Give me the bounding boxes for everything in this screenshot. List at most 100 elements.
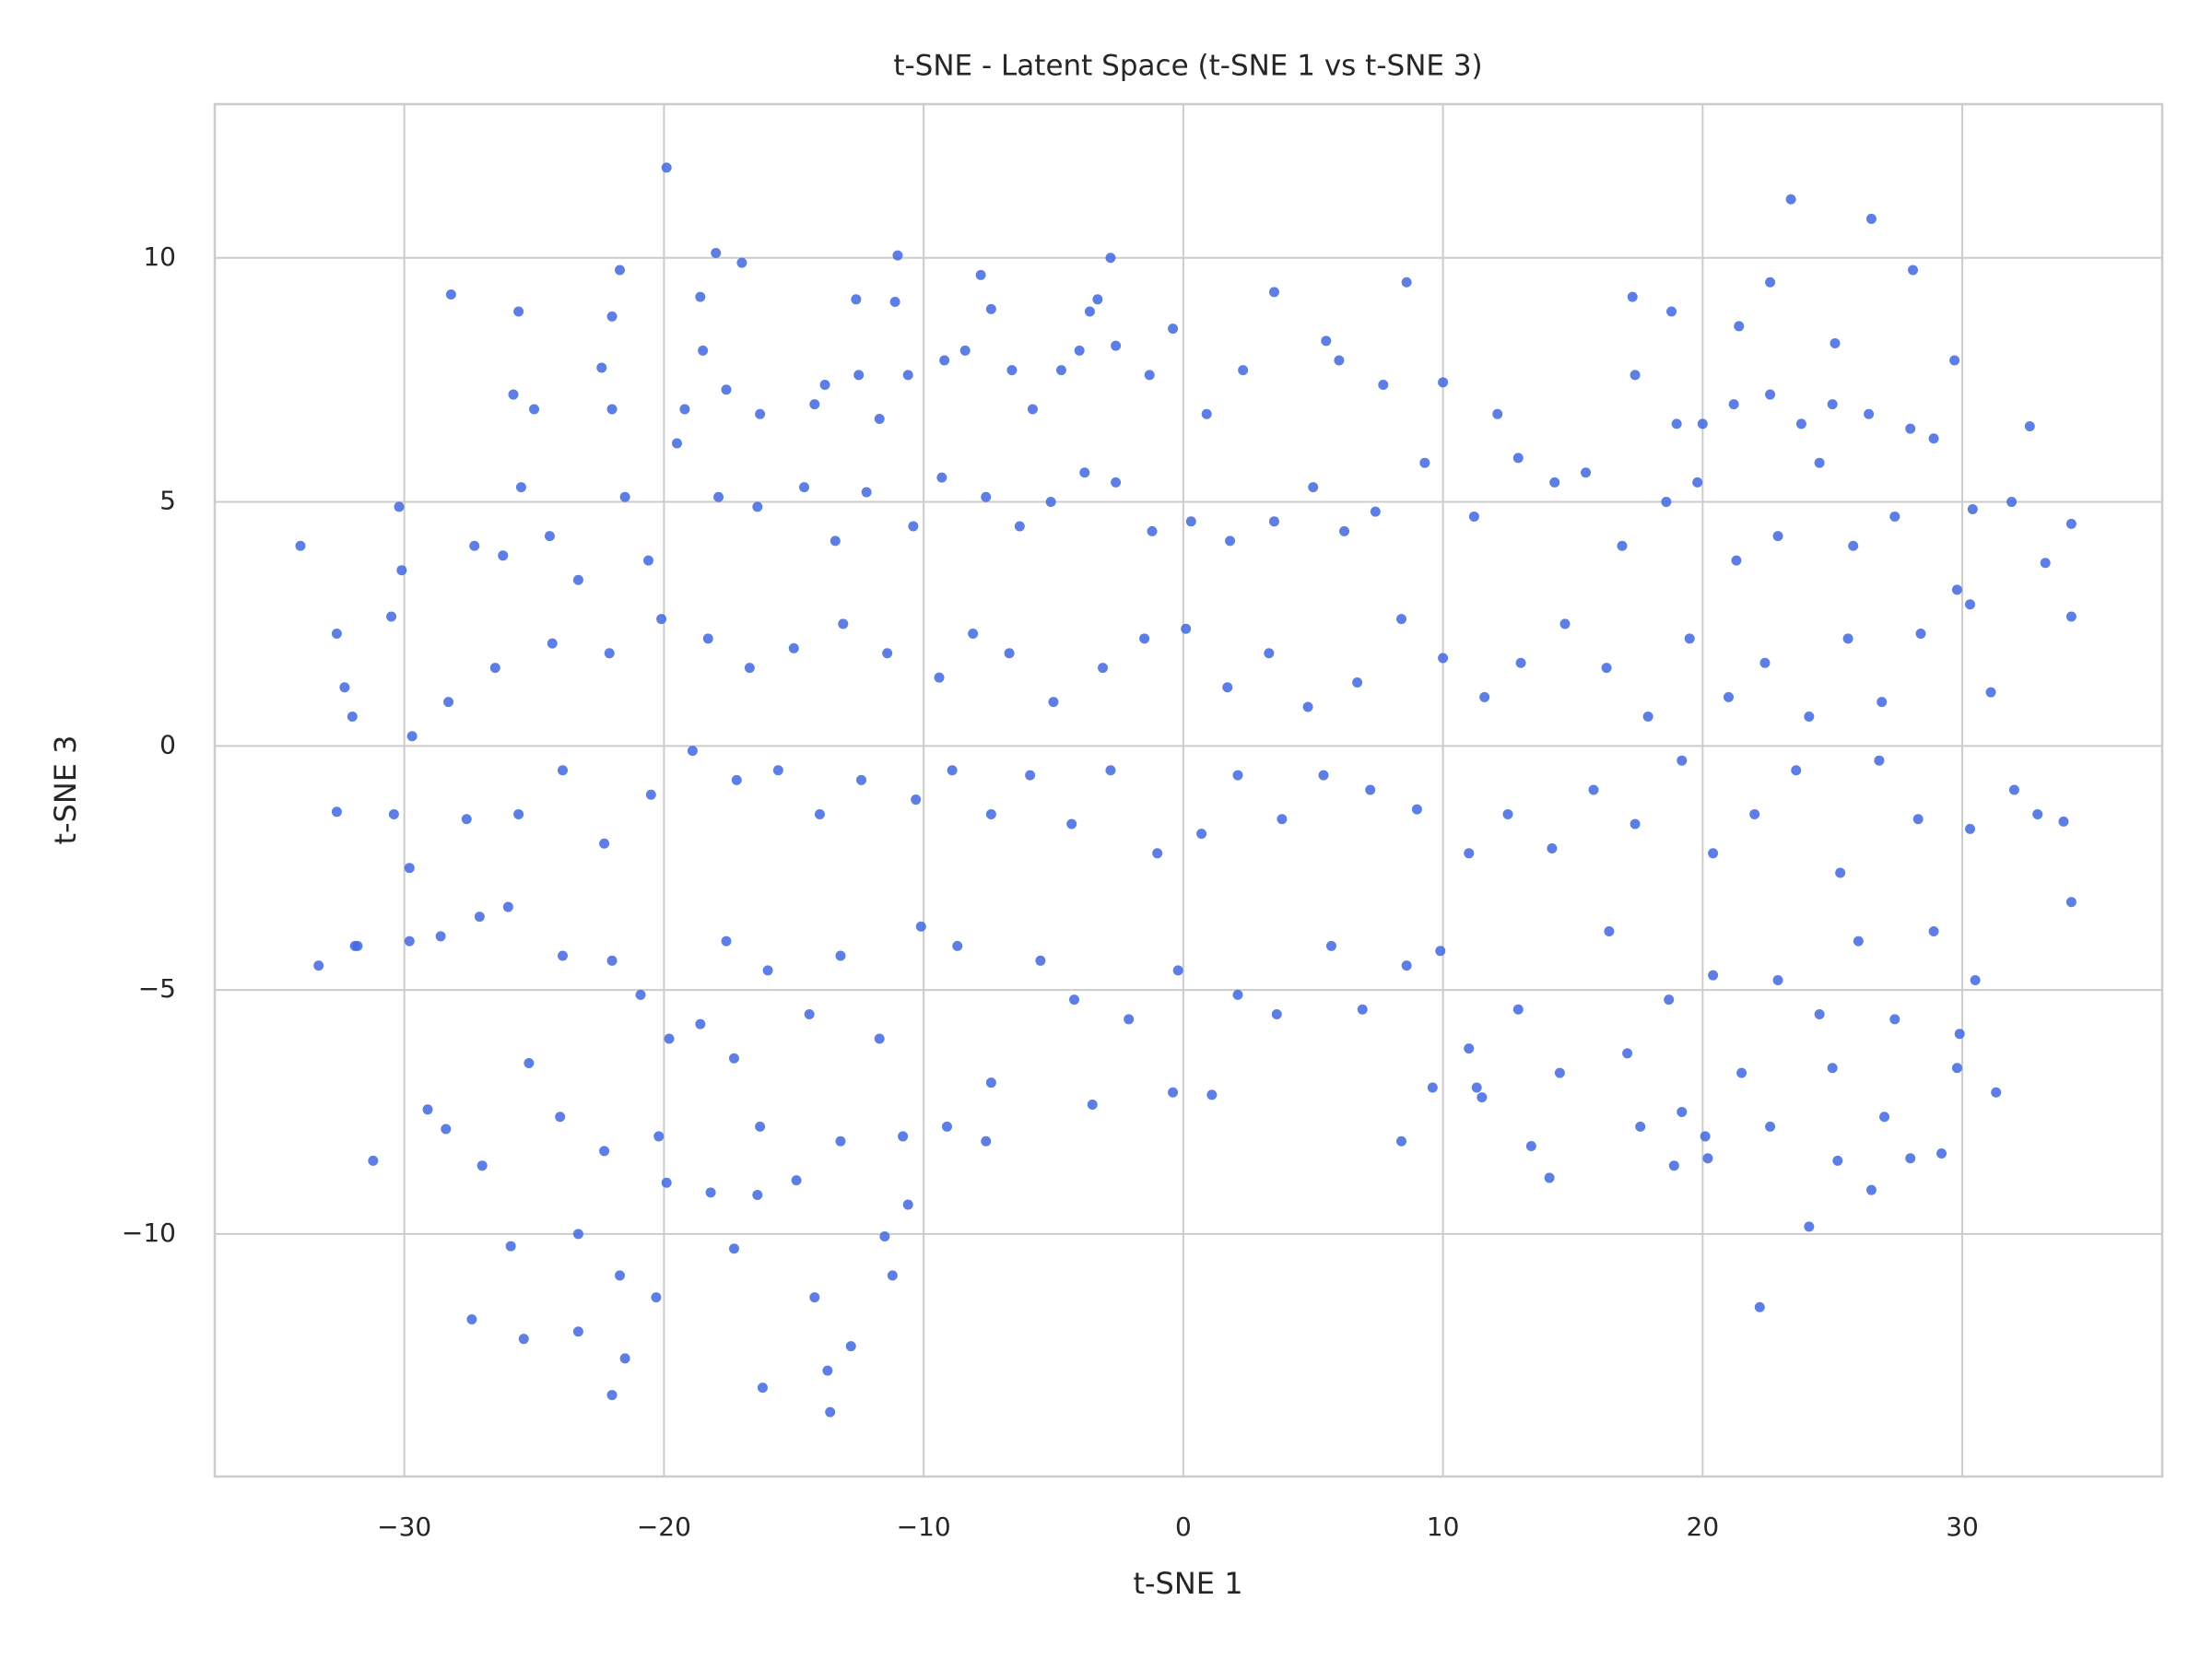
point: [1479, 691, 1490, 702]
point: [874, 414, 885, 425]
point: [572, 574, 583, 585]
point: [939, 355, 950, 366]
point: [1630, 818, 1641, 830]
point: [1581, 467, 1592, 478]
point: [1318, 770, 1329, 781]
point: [1684, 633, 1695, 644]
point: [1908, 265, 1919, 276]
x-tick-label: −30: [377, 1512, 431, 1542]
point: [1185, 516, 1196, 527]
point: [819, 379, 830, 390]
point: [1814, 457, 1825, 468]
point: [513, 808, 524, 819]
point: [1144, 370, 1155, 381]
x-tick-label: −10: [897, 1512, 951, 1542]
point: [404, 935, 415, 947]
point: [902, 370, 913, 381]
point: [1559, 618, 1571, 629]
point: [513, 306, 524, 317]
point: [406, 731, 418, 742]
point: [1549, 477, 1560, 488]
point: [653, 1131, 665, 1142]
point: [762, 965, 773, 976]
point: [1168, 1087, 1179, 1098]
point: [394, 501, 405, 512]
point: [856, 774, 867, 785]
point: [1865, 1184, 1877, 1195]
point: [615, 1270, 626, 1281]
point: [661, 1177, 672, 1188]
point: [1677, 1106, 1688, 1117]
point: [1232, 770, 1243, 781]
point: [981, 491, 992, 502]
point: [1438, 377, 1449, 388]
point: [1325, 940, 1336, 951]
point: [1642, 712, 1653, 723]
point: [1617, 540, 1628, 551]
point: [445, 289, 456, 300]
point: [757, 1382, 768, 1394]
point: [1492, 408, 1503, 419]
point: [1172, 965, 1183, 976]
point: [1664, 994, 1675, 1006]
point: [825, 1406, 836, 1418]
point: [544, 531, 555, 542]
point: [2040, 558, 2051, 569]
point: [1928, 926, 1939, 937]
point: [1515, 657, 1526, 668]
point: [1147, 525, 1158, 536]
y-axis-label: t-SNE 3: [48, 735, 83, 844]
point: [1630, 370, 1641, 381]
point: [1302, 701, 1313, 712]
point: [1427, 1082, 1438, 1093]
point: [1396, 614, 1407, 625]
point: [1181, 623, 1192, 634]
point: [898, 1131, 909, 1142]
point: [968, 629, 979, 640]
point: [915, 921, 926, 932]
point: [1124, 1014, 1135, 1025]
point: [443, 697, 454, 708]
point: [728, 1053, 739, 1064]
point: [1965, 599, 1976, 610]
point: [853, 370, 865, 381]
point: [1791, 765, 1802, 776]
point: [1105, 765, 1116, 776]
point: [861, 487, 872, 498]
point: [981, 1135, 992, 1147]
point: [1419, 457, 1430, 468]
point: [830, 535, 841, 547]
point: [1772, 531, 1783, 542]
point: [1525, 1141, 1536, 1152]
point: [1865, 213, 1877, 224]
point: [1804, 712, 1815, 723]
point: [1004, 648, 1015, 659]
point: [1370, 506, 1381, 517]
point: [1111, 477, 1122, 488]
point: [1087, 1100, 1098, 1111]
point: [887, 1270, 898, 1281]
point: [619, 491, 630, 502]
point: [1074, 345, 1085, 356]
point: [1222, 682, 1233, 693]
point: [1879, 1112, 1890, 1123]
point: [1985, 687, 1996, 698]
point: [661, 162, 672, 173]
point: [1967, 503, 1978, 514]
point: [838, 618, 849, 629]
point: [1079, 467, 1090, 478]
point: [1401, 960, 1412, 971]
point: [596, 362, 607, 373]
point: [1915, 629, 1926, 640]
point: [902, 1199, 913, 1210]
point: [1795, 418, 1806, 429]
point: [959, 345, 971, 356]
point: [1502, 808, 1513, 819]
point: [1949, 355, 1960, 366]
point: [1092, 294, 1103, 305]
point: [441, 1124, 452, 1135]
point: [2058, 816, 2069, 827]
point: [1601, 663, 1612, 674]
point: [1666, 306, 1677, 317]
